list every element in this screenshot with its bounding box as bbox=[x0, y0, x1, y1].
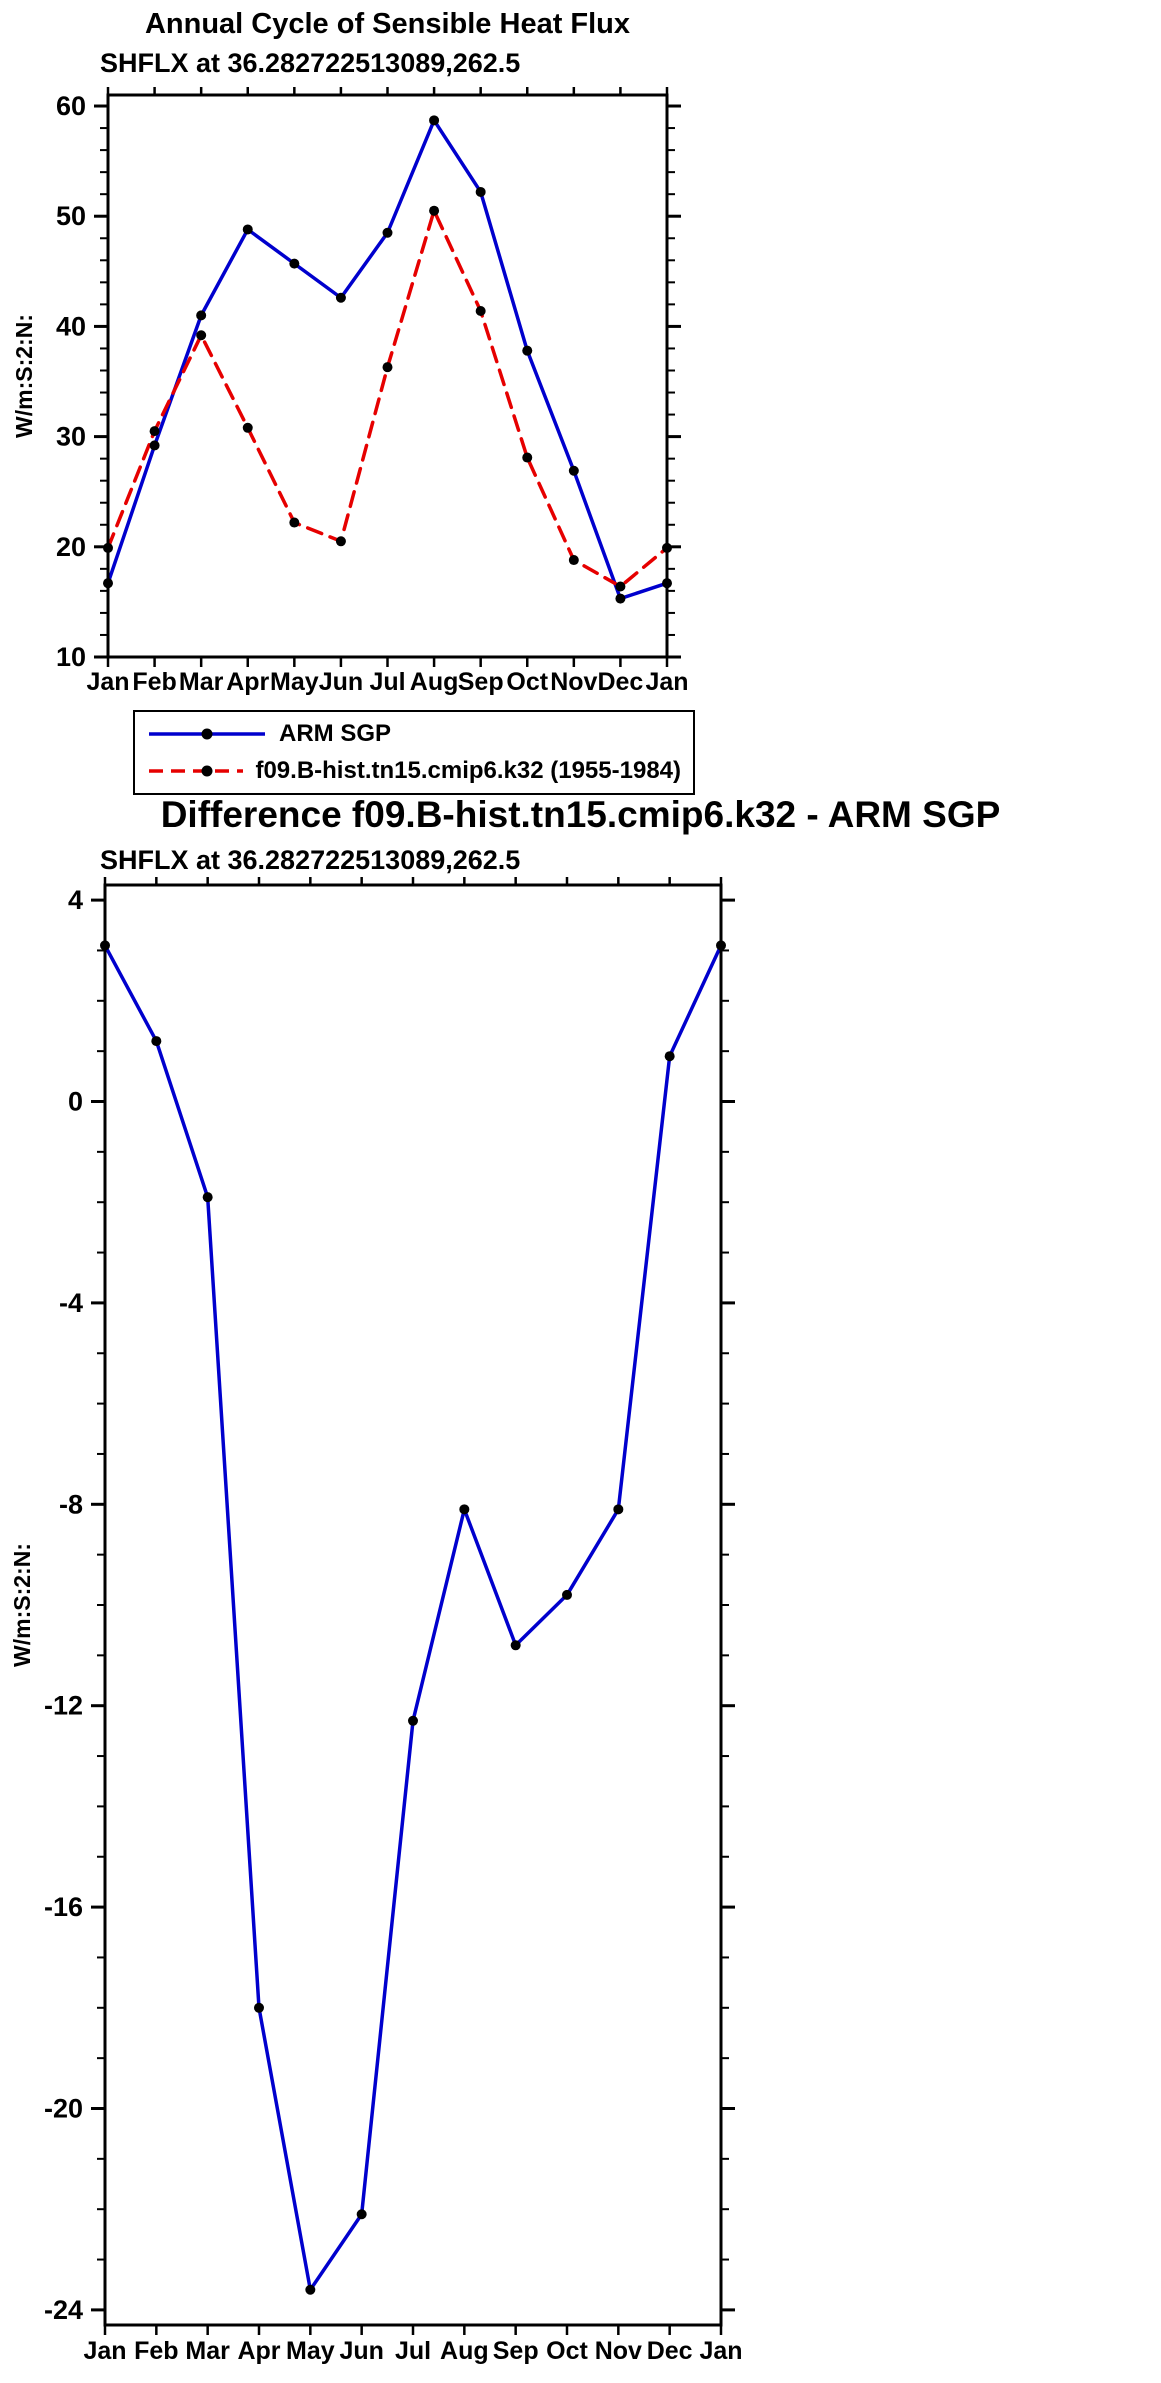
legend-label-model: f09.B-hist.tn15.cmip6.k32 (1955-1984) bbox=[255, 757, 681, 784]
y-tick-label: 10 bbox=[56, 642, 86, 672]
axis-ticks bbox=[91, 877, 735, 2335]
y-tick-label: 20 bbox=[56, 532, 86, 562]
x-tick-label: Apr bbox=[226, 668, 269, 696]
series-markers-1 bbox=[103, 205, 672, 592]
x-tick-label: Oct bbox=[546, 2337, 588, 2365]
x-tick-label: Nov bbox=[595, 2337, 642, 2365]
y-tick-label: -16 bbox=[44, 1892, 83, 1922]
y-tick-label: 50 bbox=[56, 201, 86, 231]
legend-entry-model: f09.B-hist.tn15.cmip6.k32 (1955-1984) bbox=[147, 754, 681, 788]
legend-line-sample-model bbox=[149, 765, 244, 777]
difference-title: Difference f09.B-hist.tn15.cmip6.k32 - A… bbox=[160, 794, 1001, 835]
x-tick-label: Sep bbox=[458, 668, 504, 696]
series-markers-0 bbox=[103, 115, 672, 604]
x-tick-label: Dec bbox=[597, 668, 643, 696]
x-tick-label: Mar bbox=[185, 2337, 230, 2365]
x-tick-label: May bbox=[270, 668, 319, 696]
x-tick-label: Sep bbox=[493, 2337, 539, 2365]
x-tick-label: Jun bbox=[319, 668, 363, 696]
series-line-1 bbox=[106, 208, 669, 589]
y-tick-label: 60 bbox=[56, 91, 86, 121]
x-tick-label: Oct bbox=[506, 668, 548, 696]
axis-ticks bbox=[94, 87, 681, 667]
x-tick-label: Feb bbox=[134, 2337, 178, 2365]
y-axis-title: W/m:S:2:N: bbox=[11, 314, 37, 438]
panel2-subtitle: SHFLX at 36.282722513089,262.5 bbox=[100, 845, 521, 875]
plot-frame bbox=[106, 93, 669, 659]
x-tick-label: Aug bbox=[410, 668, 459, 696]
y-tick-label: -4 bbox=[59, 1288, 83, 1318]
legend-marker-icon bbox=[201, 728, 213, 740]
legend-line-sample-obs bbox=[149, 728, 265, 740]
panel1-subtitle: SHFLX at 36.282722513089,262.5 bbox=[100, 48, 521, 78]
x-tick-label: Jan bbox=[83, 2337, 126, 2365]
x-tick-label: Mar bbox=[179, 668, 224, 696]
plot-frame bbox=[103, 883, 723, 2327]
legend-label-obs: ARM SGP bbox=[279, 720, 392, 747]
y-tick-label: -8 bbox=[59, 1489, 83, 1519]
x-tick-label: Dec bbox=[647, 2337, 693, 2365]
y-tick-label: -24 bbox=[44, 2295, 83, 2325]
x-tick-label: Jul bbox=[395, 2337, 431, 2365]
x-tick-label: Apr bbox=[237, 2337, 280, 2365]
series-line-0 bbox=[103, 943, 723, 2292]
x-tick-label: Jan bbox=[645, 668, 688, 696]
y-tick-label: 4 bbox=[68, 885, 83, 915]
x-tick-label: May bbox=[286, 2337, 335, 2365]
x-tick-label: Aug bbox=[440, 2337, 489, 2365]
series-markers-0 bbox=[100, 940, 726, 2295]
y-tick-label: 0 bbox=[68, 1087, 83, 1117]
y-tick-label: -20 bbox=[44, 2093, 83, 2123]
y-tick-label: 30 bbox=[56, 422, 86, 452]
legend-marker-icon bbox=[201, 765, 213, 777]
legend-entry-obs: ARM SGP bbox=[147, 717, 681, 751]
y-tick-label: 40 bbox=[56, 311, 86, 341]
y-axis-title: W/m:S:2:N: bbox=[9, 1543, 35, 1667]
series-line-0 bbox=[106, 118, 669, 601]
x-tick-label: Jul bbox=[369, 668, 405, 696]
x-tick-label: Jun bbox=[339, 2337, 383, 2365]
main-title: Annual Cycle of Sensible Heat Flux bbox=[144, 8, 631, 40]
y-tick-label: -12 bbox=[44, 1691, 83, 1721]
x-tick-label: Jan bbox=[699, 2337, 742, 2365]
x-tick-label: Feb bbox=[132, 668, 176, 696]
x-tick-label: Nov bbox=[550, 668, 597, 696]
difference-chart: -24 -20 -16 -12 -8 -4 0 4 Jan Feb Mar Apr May Jun Jul A… bbox=[9, 877, 743, 2365]
legend: ARM SGP f09.B-hist.tn15.cmip6.k32 (1955-… bbox=[133, 710, 695, 795]
x-tick-label: Jan bbox=[86, 668, 129, 696]
